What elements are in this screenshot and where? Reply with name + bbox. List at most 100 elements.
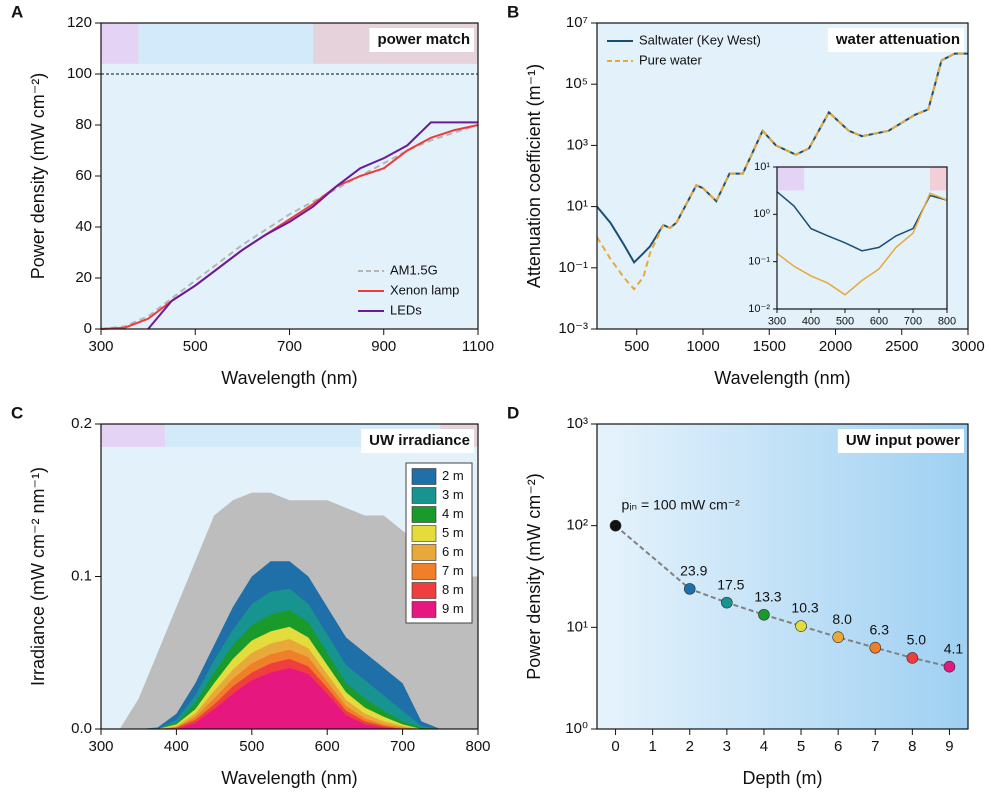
y-tick-label: 20 [75,269,92,286]
y-tick-label: 10⁰ [753,208,770,220]
y-tick-label: 10³ [566,415,588,432]
y-tick-label: 80 [75,116,92,133]
x-tick-label: 1100 [462,338,494,355]
x-tick-label: 500 [624,338,649,355]
x-tick-label: 1 [648,738,656,755]
x-tick-label: 700 [390,738,415,755]
x-tick-label: 8 [908,738,916,755]
x-tick-label: 700 [277,338,302,355]
legend-label: 5 m [442,525,464,540]
x-tick-label: 800 [938,316,956,328]
data-point [683,583,696,595]
legend-label: 7 m [442,563,464,578]
data-point [795,620,807,632]
x-tick-label: 7 [871,738,879,755]
title-box-bg [361,429,474,453]
y-tick-label: 10¹ [754,161,770,173]
legend-label: AM1.5G [390,262,438,277]
data-point [832,631,844,643]
legend-label: Pure water [639,52,703,67]
y-tick-label: 60 [75,167,92,184]
y-tick-label: 0 [84,320,92,337]
y-axis-title: Irradiance (mW cm⁻² nm⁻¹) [28,467,48,686]
x-tick-label: 300 [88,338,113,355]
plot-background [597,424,968,729]
plot-frame [596,423,969,730]
y-tick-label: 40 [75,218,92,235]
y-tick-label: 10³ [566,136,588,153]
title-box: power match [369,28,474,52]
data-point [721,596,733,609]
x-tick-label: 3 [723,738,731,755]
spectral-region [777,167,805,191]
spectral-region [930,167,947,191]
legend-label: 9 m [442,601,464,616]
panel-title: UW input power [846,432,960,449]
panel-title: UW irradiance [369,432,470,449]
y-tick-label: 100 [67,65,92,82]
legend-swatch [411,525,437,542]
spectral-region [101,23,139,64]
x-tick-label: 600 [870,316,888,328]
x-tick-label: 3000 [951,338,984,355]
data-point [906,652,919,664]
x-tick-label: 1000 [686,338,719,355]
spectral-region [101,424,166,447]
legend-swatch [411,487,437,504]
data-label: 8.0 [832,611,852,627]
legend-label: 2 m [442,468,464,483]
legend-swatch [411,601,437,618]
x-tick-label: 400 [802,316,820,328]
data-point [869,641,882,654]
legend-swatch [411,544,437,561]
data-line [776,191,948,252]
panel-letter: C [11,403,23,422]
x-tick-label: 9 [945,738,953,755]
panel-letter: D [507,403,519,422]
y-tick-label: 10¹ [566,618,588,635]
y-tick-label: 0.0 [71,720,92,737]
x-tick-label: 800 [465,738,490,755]
y-tick-label: 10⁰ [565,720,588,737]
data-line [100,124,479,330]
data-label: 17.5 [717,576,744,592]
plot-frame [100,22,479,330]
data-line [776,192,948,296]
data-label: 5.0 [907,632,927,648]
x-axis-title: Depth (m) [742,768,822,788]
x-tick-label: 500 [836,316,854,328]
data-line [147,121,478,330]
y-tick-label: 10⁻¹ [558,259,588,276]
legend-swatch [411,506,437,523]
legend-label: 4 m [442,506,464,521]
legend-swatch [411,582,437,599]
data-label: 13.3 [754,588,781,604]
data-point [609,519,622,532]
y-tick-label: 10⁻³ [558,320,588,337]
title-box-bg [837,429,964,453]
y-tick-label: 10⁵ [565,75,588,92]
x-tick-label: 2 [686,738,694,755]
x-axis-title: Wavelength (nm) [714,368,850,388]
x-tick-label: 300 [768,316,786,328]
data-point [943,660,956,673]
x-tick-label: 5 [797,738,805,755]
data-label: 10.3 [791,600,818,616]
x-tick-label: 0 [611,738,619,755]
legend-label: LEDs [390,302,422,317]
legend-label: 6 m [442,544,464,559]
y-tick-label: 10⁷ [566,14,588,31]
panel-letter: B [507,2,519,21]
legend-swatch [411,468,437,485]
plot-frame [776,166,948,310]
x-axis-title: Wavelength (nm) [221,768,357,788]
data-label: 4.1 [944,640,964,656]
y-tick-label: 120 [67,14,92,31]
x-tick-label: 700 [904,316,922,328]
data-area [101,668,478,729]
x-tick-label: 1500 [753,338,786,355]
data-label: 6.3 [870,621,890,637]
y-tick-label: 10¹ [566,198,588,215]
title-box: UW input power [837,429,964,453]
annotation: pᵢₙ = 100 mW cm⁻² [622,496,741,512]
